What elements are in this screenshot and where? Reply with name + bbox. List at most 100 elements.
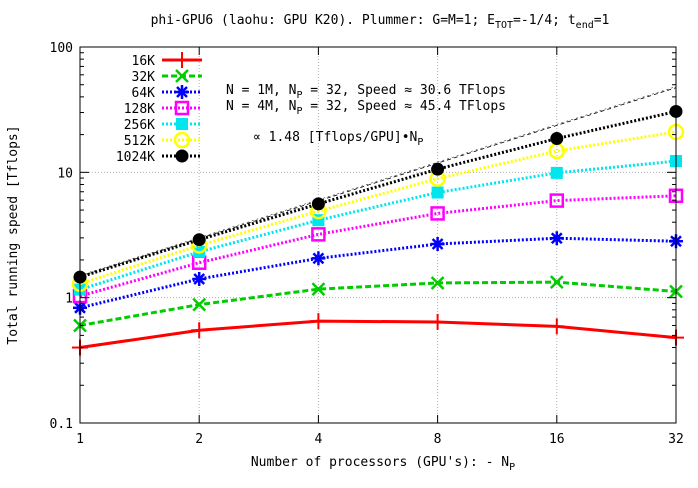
marker-shape <box>173 131 191 149</box>
legend-item-256K: 256K <box>124 118 202 133</box>
data-point-32K <box>311 282 326 297</box>
legend-item-32K: 32K <box>132 69 202 85</box>
data-point-32K <box>192 297 207 312</box>
legend-label: 64K <box>132 86 156 101</box>
data-point-16K <box>310 313 327 330</box>
marker-shape <box>431 186 444 199</box>
annotation-4m-b: = 32, Speed ≈ 45.4 TFlops <box>302 99 506 114</box>
title-sub-tot: TOT <box>495 20 513 31</box>
marker-shape <box>174 100 190 116</box>
x-tick-label: 4 <box>314 432 322 447</box>
data-point-1024K <box>192 233 206 247</box>
x-axis-label: Number of processors (GPU's): - NP <box>251 455 515 473</box>
annotation-1m-a: N = 1M, N <box>226 83 296 98</box>
series-layer <box>71 104 685 356</box>
legend-swatch-marker <box>176 118 188 130</box>
ideal-scaling-line <box>79 87 677 277</box>
series-line-512K <box>79 130 677 286</box>
grid <box>80 47 676 423</box>
legend-swatch-marker <box>173 131 191 149</box>
data-point-16K <box>191 322 208 339</box>
series-line-32K <box>79 280 677 327</box>
legend-item-1024K: 1024K <box>116 149 202 165</box>
reference-line-label: ∝ 1.48 [Tflops/GPU]•NP <box>253 130 423 148</box>
series-1024K <box>73 104 683 284</box>
legend-swatch-marker <box>175 149 189 163</box>
series-64K <box>73 231 683 315</box>
data-point-64K <box>192 271 207 286</box>
data-point-64K <box>430 237 445 252</box>
x-tick-label: 32 <box>668 432 684 447</box>
marker-stroke <box>192 297 207 312</box>
data-point-32K <box>430 276 445 290</box>
data-point-256K <box>550 166 563 179</box>
data-point-16K <box>548 318 565 335</box>
x-axis-label-text: Number of processors (GPU's): - N <box>251 455 509 470</box>
marker-shape <box>549 193 565 208</box>
data-point-128K <box>549 193 565 208</box>
marker-stroke <box>176 86 188 98</box>
y-tick-label: 10 <box>57 166 73 181</box>
title-end: =1 <box>594 13 610 28</box>
data-point-1024K <box>311 197 325 211</box>
marker-shape <box>431 162 445 176</box>
legend-swatch-marker <box>175 85 189 99</box>
marker-stroke <box>175 69 189 83</box>
marker-shape <box>176 118 188 130</box>
series-16K <box>72 313 684 356</box>
series-256K <box>74 155 682 296</box>
x-tick-label: 2 <box>195 432 203 447</box>
data-point-256K <box>431 186 444 199</box>
data-point-32K <box>549 275 564 290</box>
data-point-1024K <box>431 162 445 176</box>
marker-stroke <box>431 238 444 250</box>
legend-label: 128K <box>124 102 155 117</box>
legend-label: 32K <box>132 70 156 85</box>
legend-item-128K: 128K <box>124 100 202 117</box>
legend-label: 512K <box>124 134 155 149</box>
series-line-128K <box>79 194 677 298</box>
annotation-4m: N = 4M, NP = 32, Speed ≈ 45.4 TFlops <box>226 99 506 117</box>
title-sub-end: end <box>576 20 594 31</box>
x-axis-label-sub: P <box>509 462 515 473</box>
y-tick-label: 1 <box>65 292 73 307</box>
plot-frame <box>79 46 677 424</box>
data-point-128K <box>430 206 445 221</box>
annotation-1m: N = 1M, NP = 32, Speed ≈ 30.6 TFlops <box>226 83 506 101</box>
data-point-16K <box>429 313 446 330</box>
marker-shape <box>550 132 564 146</box>
annotation-4m-sub: P <box>296 106 302 117</box>
reference-lines <box>79 86 677 277</box>
marker-shape <box>175 149 189 163</box>
legend-item-16K: 16K <box>132 52 202 69</box>
legend-swatch-marker <box>174 100 190 116</box>
marker-shape <box>311 197 325 211</box>
legend-label: 1024K <box>116 150 155 165</box>
y-tick-label: 0.1 <box>50 417 73 432</box>
y-tick-label: 100 <box>50 41 73 56</box>
series-line-1024K <box>79 109 677 279</box>
legend-swatch-marker <box>174 52 190 68</box>
x-tick-label: 1 <box>76 432 84 447</box>
legend-item-512K: 512K <box>124 131 202 149</box>
series-line-16K <box>79 319 677 350</box>
data-point-128K <box>311 227 326 242</box>
annotation-1m-sub: P <box>296 90 302 101</box>
legend-label: 256K <box>124 118 155 133</box>
x-tick-label: 8 <box>434 432 442 447</box>
legend-item-64K: 64K <box>132 85 202 101</box>
x-tick-label: 16 <box>549 432 565 447</box>
marker-shape <box>430 206 445 221</box>
annotation-1m-b: = 32, Speed ≈ 30.6 TFlops <box>302 83 506 98</box>
title-main: phi-GPU6 (laohu: GPU K20). Plummer: G=M=… <box>151 13 495 28</box>
marker-stroke <box>430 276 445 290</box>
reference-line-label-sub: P <box>417 137 423 148</box>
marker-stroke <box>312 252 325 265</box>
reference-line-label-text: ∝ 1.48 [Tflops/GPU]•N <box>253 130 417 145</box>
ideal-scaling-line-2 <box>79 86 677 276</box>
marker-shape <box>311 227 326 242</box>
data-point-64K <box>311 251 326 266</box>
